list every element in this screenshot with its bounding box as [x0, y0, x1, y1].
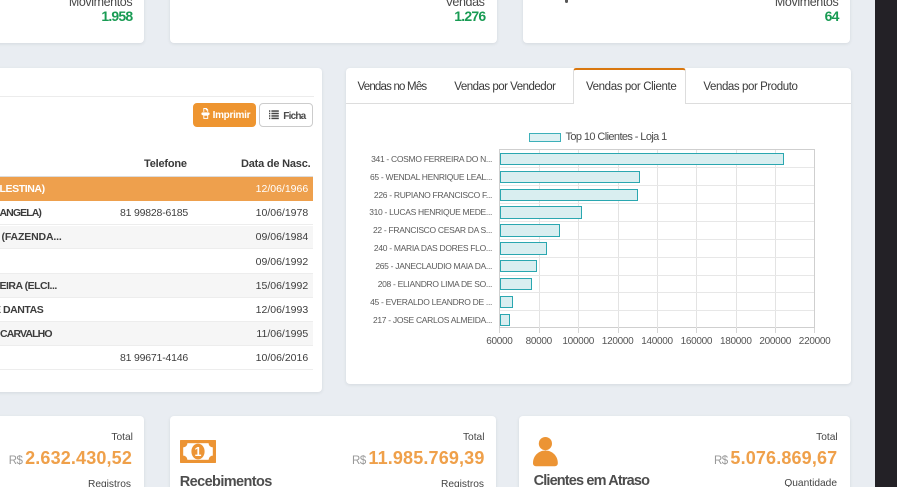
- svg-text:1: 1: [195, 445, 202, 459]
